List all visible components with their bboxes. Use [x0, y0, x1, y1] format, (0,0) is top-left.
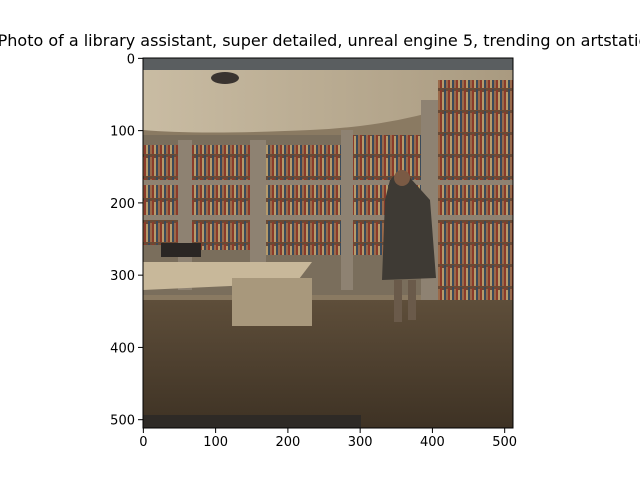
image — [143, 58, 513, 428]
x-tick-label: 300 — [348, 435, 373, 450]
y-tick-label: 400 — [110, 341, 135, 356]
x-tick-label: 500 — [492, 435, 517, 450]
y-tick-label: 500 — [110, 414, 135, 429]
x-tick-label: 200 — [275, 435, 300, 450]
axes-frame — [142, 57, 514, 429]
chart-title: Photo of a library assistant, super deta… — [0, 31, 640, 50]
axes — [142, 57, 514, 429]
y-tick-label: 200 — [110, 197, 135, 212]
x-tick-label: 400 — [420, 435, 445, 450]
y-tick-label: 100 — [110, 125, 135, 140]
x-tick-label: 0 — [139, 435, 147, 450]
x-tick-label: 100 — [203, 435, 228, 450]
y-tick-label: 0 — [127, 52, 135, 67]
y-tick-label: 300 — [110, 269, 135, 284]
